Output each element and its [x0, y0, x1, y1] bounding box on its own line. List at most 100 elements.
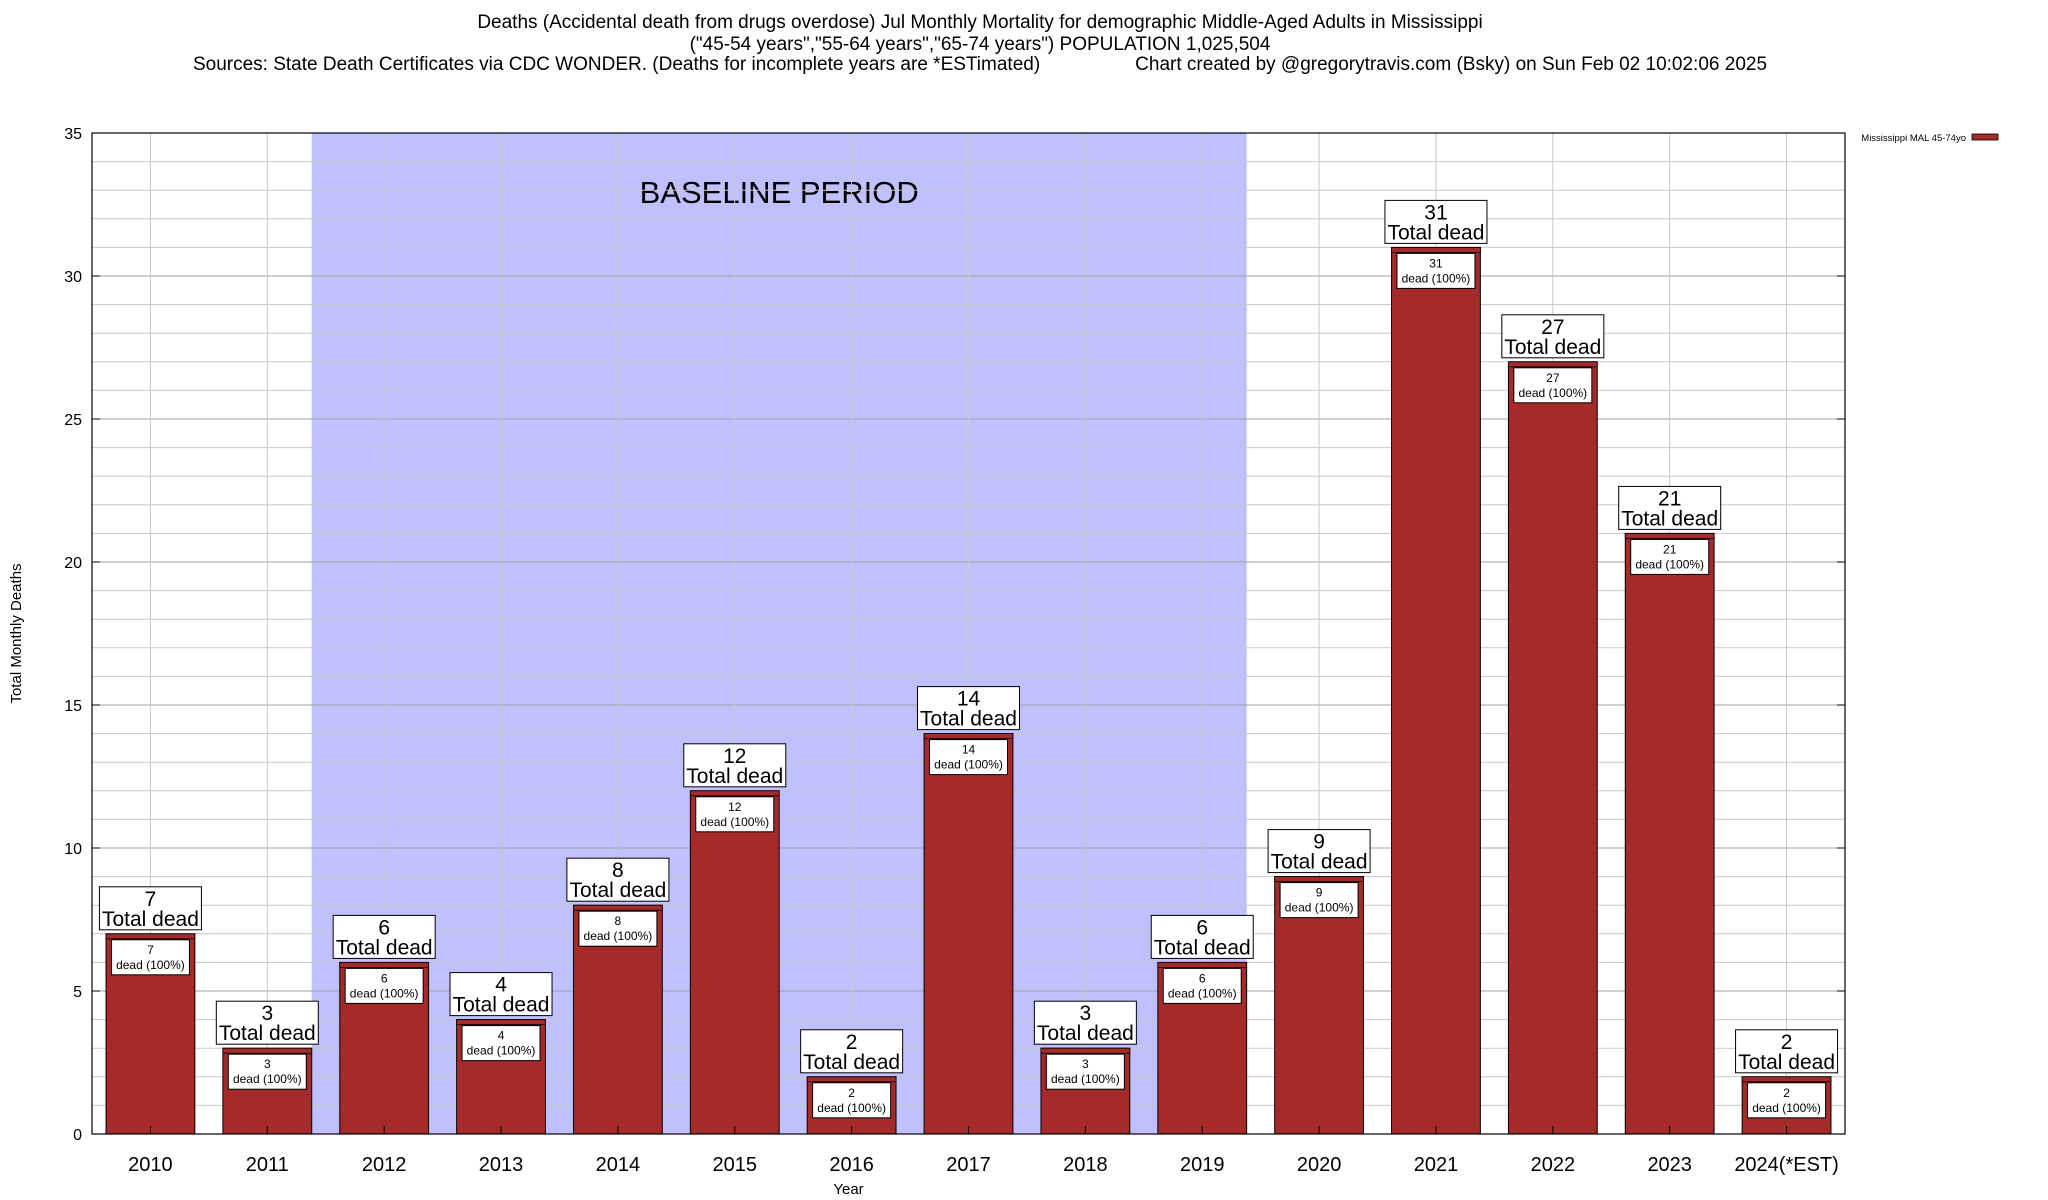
axis-title-layer: Year Total Monthly Deaths — [8, 563, 864, 1198]
bar-top-label-box — [1267, 829, 1371, 874]
bar-inner-percent-label: dead (100%) — [1168, 986, 1237, 1000]
bar-top-total-label: Total dead — [1154, 936, 1251, 959]
bar-top-value-label: 3 — [261, 1002, 273, 1025]
bar-cap — [1157, 962, 1248, 968]
y-tick-label: 35 — [64, 126, 82, 143]
x-tick-label: 2015 — [713, 1154, 758, 1176]
bar-top-label-box — [1384, 199, 1488, 244]
bar-top-total-label: Total dead — [1388, 221, 1485, 244]
bar-top-label-box — [800, 1029, 904, 1074]
bar-inner-label-box — [578, 910, 658, 947]
bar-inner-label-box — [929, 739, 1008, 776]
bars-layer — [105, 246, 1832, 1135]
bar-inner-label-box — [110, 939, 190, 976]
bar-cap — [1508, 361, 1598, 368]
bar-inner-label-box — [1396, 252, 1476, 289]
bar-inner-label-box — [461, 1025, 541, 1062]
bar-top-total-label: Total dead — [219, 1022, 316, 1045]
bar-inner-label-box — [1162, 967, 1242, 1004]
bar-inner-value-label: 21 — [1663, 542, 1677, 556]
bar-cap — [1040, 1047, 1131, 1054]
bar-cap — [1274, 876, 1364, 882]
bar-top-total-label: Total dead — [102, 908, 199, 931]
bar-inner-value-label: 7 — [147, 943, 154, 957]
bar-top-value-label: 6 — [1196, 916, 1208, 939]
bar-inner-value-label: 14 — [962, 743, 976, 757]
bar-cap — [1391, 246, 1481, 253]
bar-top-value-label: 14 — [957, 688, 981, 711]
bar-inner-value-label: 2 — [848, 1086, 855, 1100]
bar-inner-label-box — [227, 1053, 307, 1090]
bar-inner-percent-label: dead (100%) — [1635, 557, 1704, 571]
bar-top-label-box — [215, 1000, 319, 1045]
legend-layer: Mississippi MAL 45-74yo — [1861, 133, 1999, 144]
x-tick-label: 2024(*EST) — [1734, 1154, 1839, 1176]
bar-top-value-label: 2 — [1781, 1031, 1793, 1054]
x-tick-label: 2012 — [362, 1154, 407, 1176]
bar-inner-percent-label: dead (100%) — [584, 929, 653, 943]
bar-top-value-label: 4 — [495, 974, 507, 997]
x-tick-label: 2017 — [946, 1154, 991, 1176]
bar-inner-percent-label: dead (100%) — [1402, 271, 1471, 285]
bar-inner-label-box — [1279, 882, 1359, 919]
bar — [1624, 532, 1715, 1135]
bar-top-value-label: 12 — [723, 745, 746, 768]
x-tick-label: 2013 — [479, 1154, 524, 1176]
bar-top-total-label: Total dead — [803, 1051, 900, 1074]
bar-top-total-label: Total dead — [1738, 1051, 1835, 1074]
ticks-layer: 0 5 10 15 20 25 30 35 2010 2011 2012 2013 2014 2015 20… — [64, 126, 1845, 1176]
bar — [1391, 246, 1481, 1135]
bar-inner-percent-label: dead (100%) — [934, 758, 1003, 772]
bar-cap — [1624, 533, 1715, 539]
bar-top-value-label: 6 — [378, 916, 390, 939]
bar-inner-value-label: 31 — [1429, 256, 1443, 270]
x-axis-title: Year — [833, 1181, 863, 1198]
bar-inner-percent-label: dead (100%) — [817, 1101, 886, 1115]
bar-top-total-label: Total dead — [336, 936, 433, 959]
legend-entry-label: Mississippi MAL 45-74yo — [1861, 133, 1966, 144]
bar-inner-value-label: 6 — [1199, 971, 1206, 985]
x-tick-label: 2019 — [1180, 1154, 1225, 1176]
bar-inner-label-box — [1045, 1053, 1125, 1090]
bar-inner-value-label: 4 — [498, 1029, 505, 1043]
bar-inner-label-box — [1513, 367, 1593, 404]
x-tick-label: 2021 — [1414, 1154, 1459, 1176]
bar-top-value-label: 31 — [1424, 201, 1447, 224]
bar-top-label-box — [1501, 314, 1605, 359]
baseline-period-label: BASELINE PERIOD — [640, 175, 919, 210]
bar-top-total-label: Total dead — [1621, 507, 1718, 530]
bar-top-label-box — [1150, 914, 1254, 959]
chart-source-line: Sources: State Death Certificates via CD… — [192, 54, 1768, 75]
bar-cap — [689, 790, 780, 797]
y-tick-label: 5 — [73, 984, 82, 1001]
bar-cap — [339, 962, 429, 968]
bar-top-label-box — [566, 857, 670, 902]
chart-title: Deaths (Accidental death from drugs over… — [477, 12, 1483, 33]
x-tick-label: 2023 — [1647, 1154, 1692, 1176]
bar-top-total-label: Total dead — [569, 879, 666, 902]
bar-cap — [105, 933, 196, 940]
y-tick-label: 10 — [64, 841, 82, 858]
bar-inner-percent-label: dead (100%) — [116, 958, 185, 972]
bar-top-value-label: 3 — [1080, 1002, 1092, 1025]
bar-inner-percent-label: dead (100%) — [467, 1044, 536, 1058]
y-tick-label: 0 — [73, 1127, 82, 1144]
bar-top-value-label: 21 — [1658, 487, 1681, 510]
bar-inner-percent-label: dead (100%) — [1285, 901, 1354, 915]
y-axis-title: Total Monthly Deaths — [8, 563, 25, 703]
bar-inner-value-label: 12 — [728, 800, 742, 814]
bar-inner-value-label: 9 — [1316, 886, 1323, 900]
legend-swatch — [1971, 133, 1999, 141]
bar — [923, 733, 1014, 1135]
x-tick-label: 2020 — [1297, 1154, 1342, 1176]
bar-inner-label-box — [1747, 1082, 1827, 1119]
bar-inner-percent-label: dead (100%) — [1752, 1101, 1821, 1115]
bar-cap — [806, 1076, 897, 1083]
bar-top-value-label: 27 — [1541, 316, 1564, 339]
y-tick-label: 20 — [64, 555, 82, 572]
x-tick-label: 2016 — [829, 1154, 874, 1176]
bar-top-label-box — [1033, 1000, 1137, 1045]
bar-inner-value-label: 2 — [1783, 1086, 1790, 1100]
